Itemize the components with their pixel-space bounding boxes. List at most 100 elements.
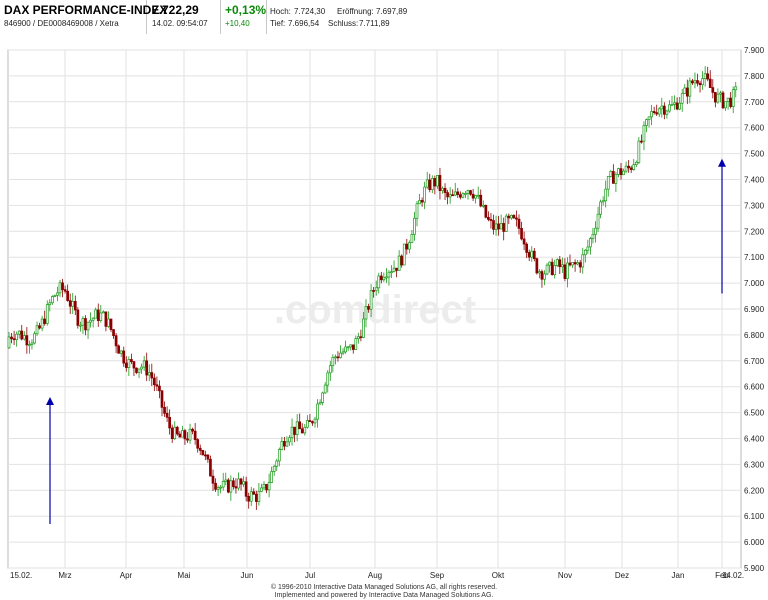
candle-body (683, 87, 687, 94)
y-tick-label: 6.100 (744, 512, 765, 521)
candle-body (502, 223, 506, 232)
candle-body (617, 168, 620, 175)
candle-body (349, 344, 353, 348)
candle-body (170, 427, 174, 440)
candle-body (280, 441, 284, 450)
candle-body (476, 194, 480, 197)
candle-body (606, 175, 610, 190)
candle-body (124, 362, 128, 368)
candle-body (196, 439, 200, 449)
candle-body (716, 93, 720, 103)
candle-body (668, 104, 671, 112)
candle-body (252, 491, 256, 495)
copyright-line: © 1996-2010 Interactive Data Managed Sol… (270, 584, 498, 591)
candle-body (40, 318, 44, 329)
y-tick-label: 7.700 (744, 98, 765, 107)
candle-body (538, 271, 541, 274)
candle-body (127, 359, 131, 368)
candle-body (183, 430, 187, 440)
candle-body (601, 200, 605, 203)
candle-body (191, 428, 194, 432)
candle-body (293, 426, 296, 435)
candle-body (640, 140, 643, 143)
candle-body (423, 186, 426, 203)
candle-body (362, 318, 365, 338)
candle-body (201, 450, 205, 456)
candle-body (334, 356, 337, 359)
candle-body (492, 220, 495, 230)
candle-body (140, 366, 143, 370)
candle-body (637, 140, 641, 163)
candle-body (484, 204, 488, 218)
candle-body (130, 359, 133, 363)
candle-body (303, 426, 307, 434)
candle-body (114, 335, 118, 347)
candle-body (433, 178, 437, 187)
candle-body (50, 296, 54, 304)
candle-body (680, 93, 684, 104)
candle-body (568, 262, 572, 266)
high-value: 7.724,30 (294, 7, 326, 16)
candle-body (45, 304, 49, 324)
candle-body (459, 194, 462, 198)
candle-body (691, 80, 694, 84)
candle-body (216, 487, 220, 490)
candle-body (30, 342, 34, 345)
candle-body (387, 271, 391, 278)
candle-body (206, 454, 210, 460)
candle-body (678, 102, 682, 110)
candle-body (589, 238, 592, 248)
y-tick-label: 5.900 (744, 564, 765, 573)
candle-body (135, 367, 138, 373)
candle-body (591, 233, 595, 239)
open-label: Eröffnung: (337, 7, 374, 16)
candle-body (369, 290, 373, 310)
candle-body (652, 111, 656, 114)
candle-body (517, 218, 521, 229)
candle-body (578, 262, 582, 268)
low-label: Tief: (270, 19, 286, 28)
change-percent: +0,13% (225, 3, 267, 17)
y-tick-label: 6.300 (744, 460, 765, 469)
candle-body (104, 311, 108, 327)
candle-body (255, 493, 258, 502)
candle-body (397, 255, 401, 271)
candle-body (58, 282, 62, 294)
candle-body (660, 105, 664, 110)
candle-body (392, 267, 396, 273)
candle-body (515, 217, 518, 220)
candle-body (283, 441, 286, 447)
y-tick-label: 7.000 (744, 279, 765, 288)
candle-body (698, 82, 702, 86)
candle-body (341, 351, 345, 354)
candle-body (402, 243, 406, 266)
y-tick-label: 7.400 (744, 176, 765, 185)
candle-body (107, 318, 110, 327)
candle-body (137, 368, 141, 373)
y-tick-label: 7.100 (744, 253, 765, 262)
candle-body (247, 495, 251, 502)
y-tick-label: 6.600 (744, 383, 765, 392)
candle-body (119, 350, 123, 354)
candle-body (497, 223, 500, 230)
candle-body (555, 259, 559, 266)
candle-body (622, 170, 625, 176)
candle-body (604, 188, 608, 202)
candle-body (721, 92, 725, 109)
candle-body (596, 213, 600, 229)
candle-body (117, 345, 121, 354)
candle-body (713, 92, 717, 103)
candle-body (193, 430, 197, 440)
candle-body (395, 267, 398, 271)
candle-body (346, 346, 350, 349)
x-tick-label: Nov (558, 571, 572, 580)
candle-body (153, 377, 156, 386)
candle-body (719, 92, 722, 95)
candle-body (221, 481, 225, 488)
candle-body (175, 426, 179, 435)
candle-body (400, 255, 404, 266)
price-cell: 7.722,29 14.02. 09:54:07 (148, 0, 221, 34)
candle-body (382, 276, 386, 281)
x-tick-label: Jun (241, 571, 254, 580)
candle-body (627, 165, 631, 169)
